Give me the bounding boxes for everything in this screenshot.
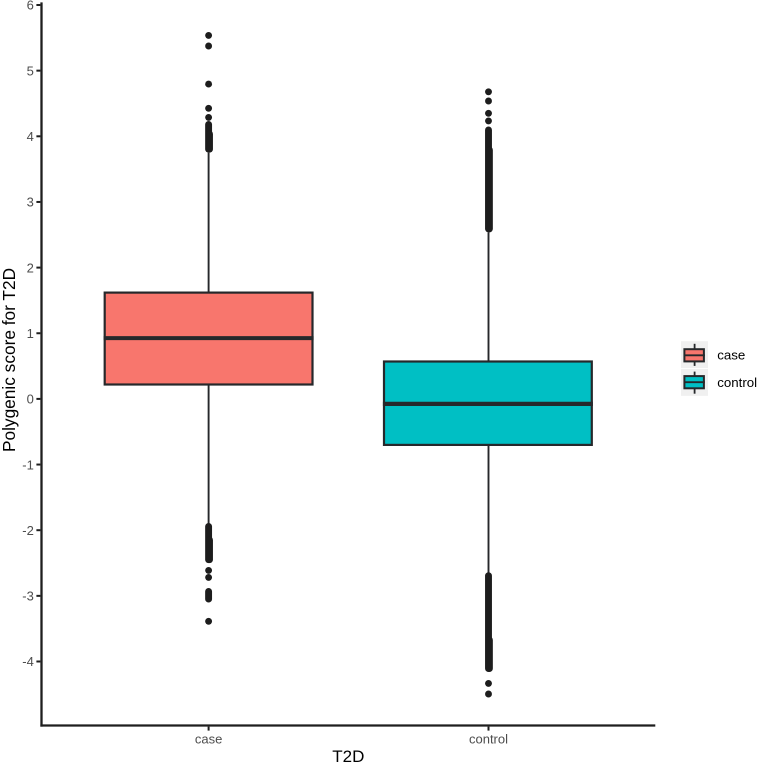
svg-text:3: 3: [27, 195, 34, 210]
svg-text:6: 6: [27, 0, 34, 13]
svg-text:case: case: [717, 347, 745, 362]
svg-text:-2: -2: [22, 523, 34, 538]
svg-text:case: case: [195, 732, 222, 747]
svg-text:-1: -1: [22, 457, 34, 472]
svg-text:5: 5: [27, 63, 34, 78]
svg-text:0: 0: [27, 392, 34, 407]
svg-text:2: 2: [27, 260, 34, 275]
svg-text:-4: -4: [22, 654, 34, 669]
svg-text:Polygenic score for T2D: Polygenic score for T2D: [0, 268, 19, 452]
svg-text:T2D: T2D: [332, 747, 364, 765]
svg-text:control: control: [469, 732, 508, 747]
svg-text:control: control: [717, 375, 757, 390]
svg-text:1: 1: [27, 326, 34, 341]
svg-text:-3: -3: [22, 589, 34, 604]
svg-text:4: 4: [27, 129, 34, 144]
